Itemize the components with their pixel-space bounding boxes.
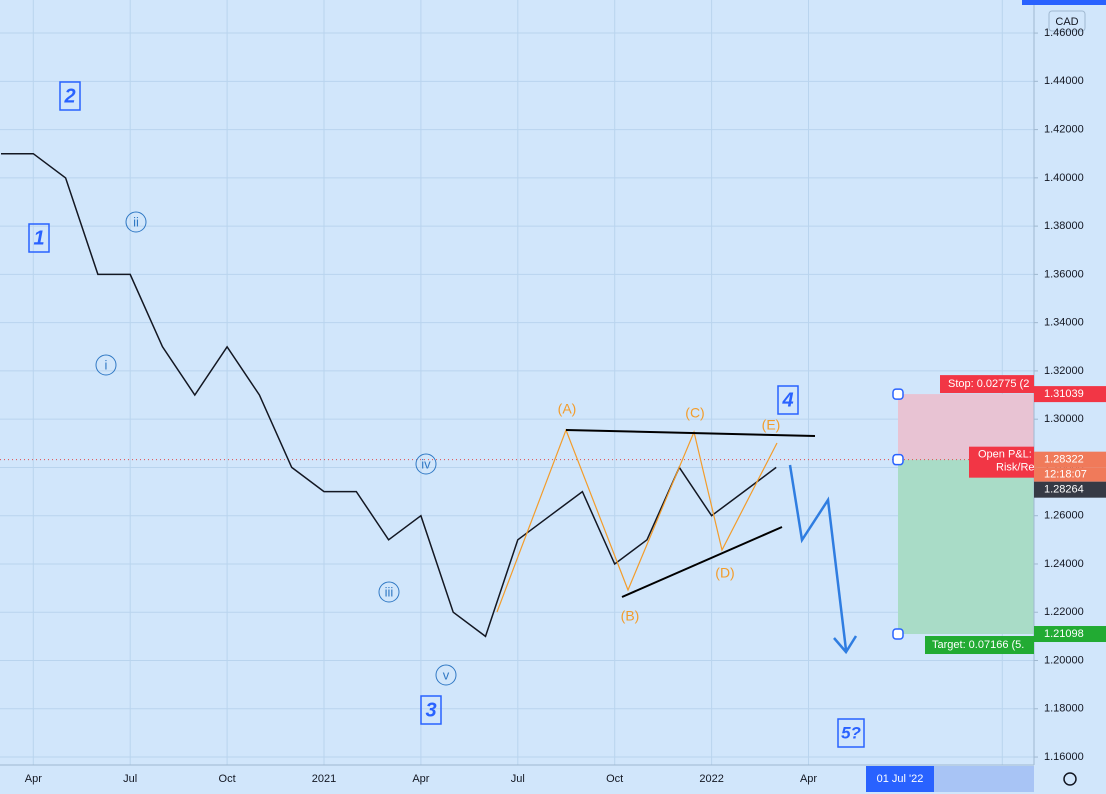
arrow-head bbox=[833, 635, 858, 655]
x-tick-label: Oct bbox=[219, 773, 236, 785]
subwave-label: v bbox=[443, 667, 450, 682]
y-tick-label: 1.44000 bbox=[1044, 75, 1084, 87]
stop-price: 1.31039 bbox=[1044, 388, 1084, 400]
y-tick-label: 1.38000 bbox=[1044, 220, 1084, 232]
crosshair-date: 01 Jul '22 bbox=[877, 773, 924, 785]
currency-button[interactable] bbox=[1048, 10, 1086, 32]
target-price-box bbox=[1034, 626, 1106, 643]
pattern-label: (C) bbox=[685, 405, 704, 421]
y-tick-label: 1.16000 bbox=[1044, 751, 1084, 763]
x-tick-label: Jul bbox=[511, 773, 525, 785]
entry-price: 1.28322 bbox=[1044, 454, 1084, 466]
current-price: 1.28264 bbox=[1044, 484, 1084, 496]
subwave-label: iv bbox=[421, 456, 431, 471]
projection-arrow bbox=[788, 464, 848, 651]
crosshair-range bbox=[934, 766, 1034, 792]
target-label: Target: 0.07166 (5. bbox=[932, 639, 1024, 651]
subwave-label: i bbox=[105, 357, 108, 372]
y-tick-label: 1.22000 bbox=[1044, 606, 1084, 618]
stop-price-box bbox=[1034, 386, 1106, 403]
x-tick-label: 2021 bbox=[312, 773, 336, 785]
pattern-label: (D) bbox=[715, 565, 734, 581]
x-tick-label: Oct bbox=[606, 773, 623, 785]
subwave-circles bbox=[95, 211, 457, 686]
timer-box bbox=[1034, 467, 1106, 482]
x-tick-label: Jul bbox=[123, 773, 137, 785]
pnl-label: Open P&L: bbox=[978, 449, 1032, 461]
price-line bbox=[1, 152, 777, 638]
grid bbox=[0, 0, 1034, 765]
triangle-top bbox=[565, 429, 816, 437]
pnl-tag bbox=[969, 446, 1034, 478]
stop-label: Stop: 0.02775 (2 bbox=[948, 378, 1029, 390]
top-bar bbox=[1022, 0, 1106, 5]
handle[interactable] bbox=[892, 388, 904, 400]
wave-boxes bbox=[28, 81, 865, 748]
stop-tag bbox=[940, 375, 1034, 394]
triangle-bottom bbox=[621, 526, 783, 598]
trade-tags: Stop: 0.02775 (2 Target: 0.07166 (5. Open … bbox=[892, 375, 1106, 655]
y-tick-label: 1.32000 bbox=[1044, 365, 1084, 377]
handle[interactable] bbox=[892, 453, 904, 466]
crosshair-date-box bbox=[866, 766, 934, 792]
target-price: 1.21098 bbox=[1044, 628, 1084, 640]
y-tick-label: 1.40000 bbox=[1044, 172, 1084, 184]
y-tick-label: 1.20000 bbox=[1044, 654, 1084, 666]
y-tick-label: 1.30000 bbox=[1044, 413, 1084, 425]
x-tick-label: Apr bbox=[412, 773, 429, 785]
y-tick-label: 1.26000 bbox=[1044, 510, 1084, 522]
subwave-label: iii bbox=[385, 584, 394, 599]
pattern-label: (B) bbox=[621, 608, 640, 624]
x-tick-label: Apr bbox=[25, 773, 42, 785]
x-tick-label: 2022 bbox=[699, 773, 723, 785]
risk-label: Risk/Re bbox=[996, 462, 1035, 474]
y-tick-label: 1.34000 bbox=[1044, 317, 1084, 329]
reward-zone bbox=[898, 459, 1034, 635]
y-tick-label: 1.18000 bbox=[1044, 703, 1084, 715]
entry-price-box bbox=[1034, 451, 1106, 468]
plot bbox=[1, 152, 777, 638]
handle[interactable] bbox=[892, 628, 904, 640]
wave-label: 2 bbox=[63, 85, 75, 107]
wave-label: 5? bbox=[841, 723, 861, 742]
target-tag bbox=[925, 636, 1034, 655]
x-tick-label: Apr bbox=[800, 773, 817, 785]
wave-label: 4 bbox=[781, 389, 793, 411]
settings-button[interactable] bbox=[1063, 772, 1077, 786]
pattern-label: (A) bbox=[558, 401, 577, 417]
timer: 12:18:07 bbox=[1044, 469, 1087, 481]
y-tick-label: 1.46000 bbox=[1044, 27, 1084, 39]
y-tick-label: 1.36000 bbox=[1044, 268, 1084, 280]
wave-label: 1 bbox=[33, 227, 44, 249]
pattern-label: (E) bbox=[762, 417, 781, 433]
y-tick-label: 1.24000 bbox=[1044, 558, 1084, 570]
abcde-path bbox=[496, 428, 778, 613]
currency[interactable]: CAD bbox=[1055, 16, 1078, 28]
current-price-box bbox=[1034, 481, 1106, 498]
y-tick-label: 1.42000 bbox=[1044, 123, 1084, 135]
subwave-label: ii bbox=[133, 214, 139, 229]
wave-label: 3 bbox=[425, 699, 436, 721]
